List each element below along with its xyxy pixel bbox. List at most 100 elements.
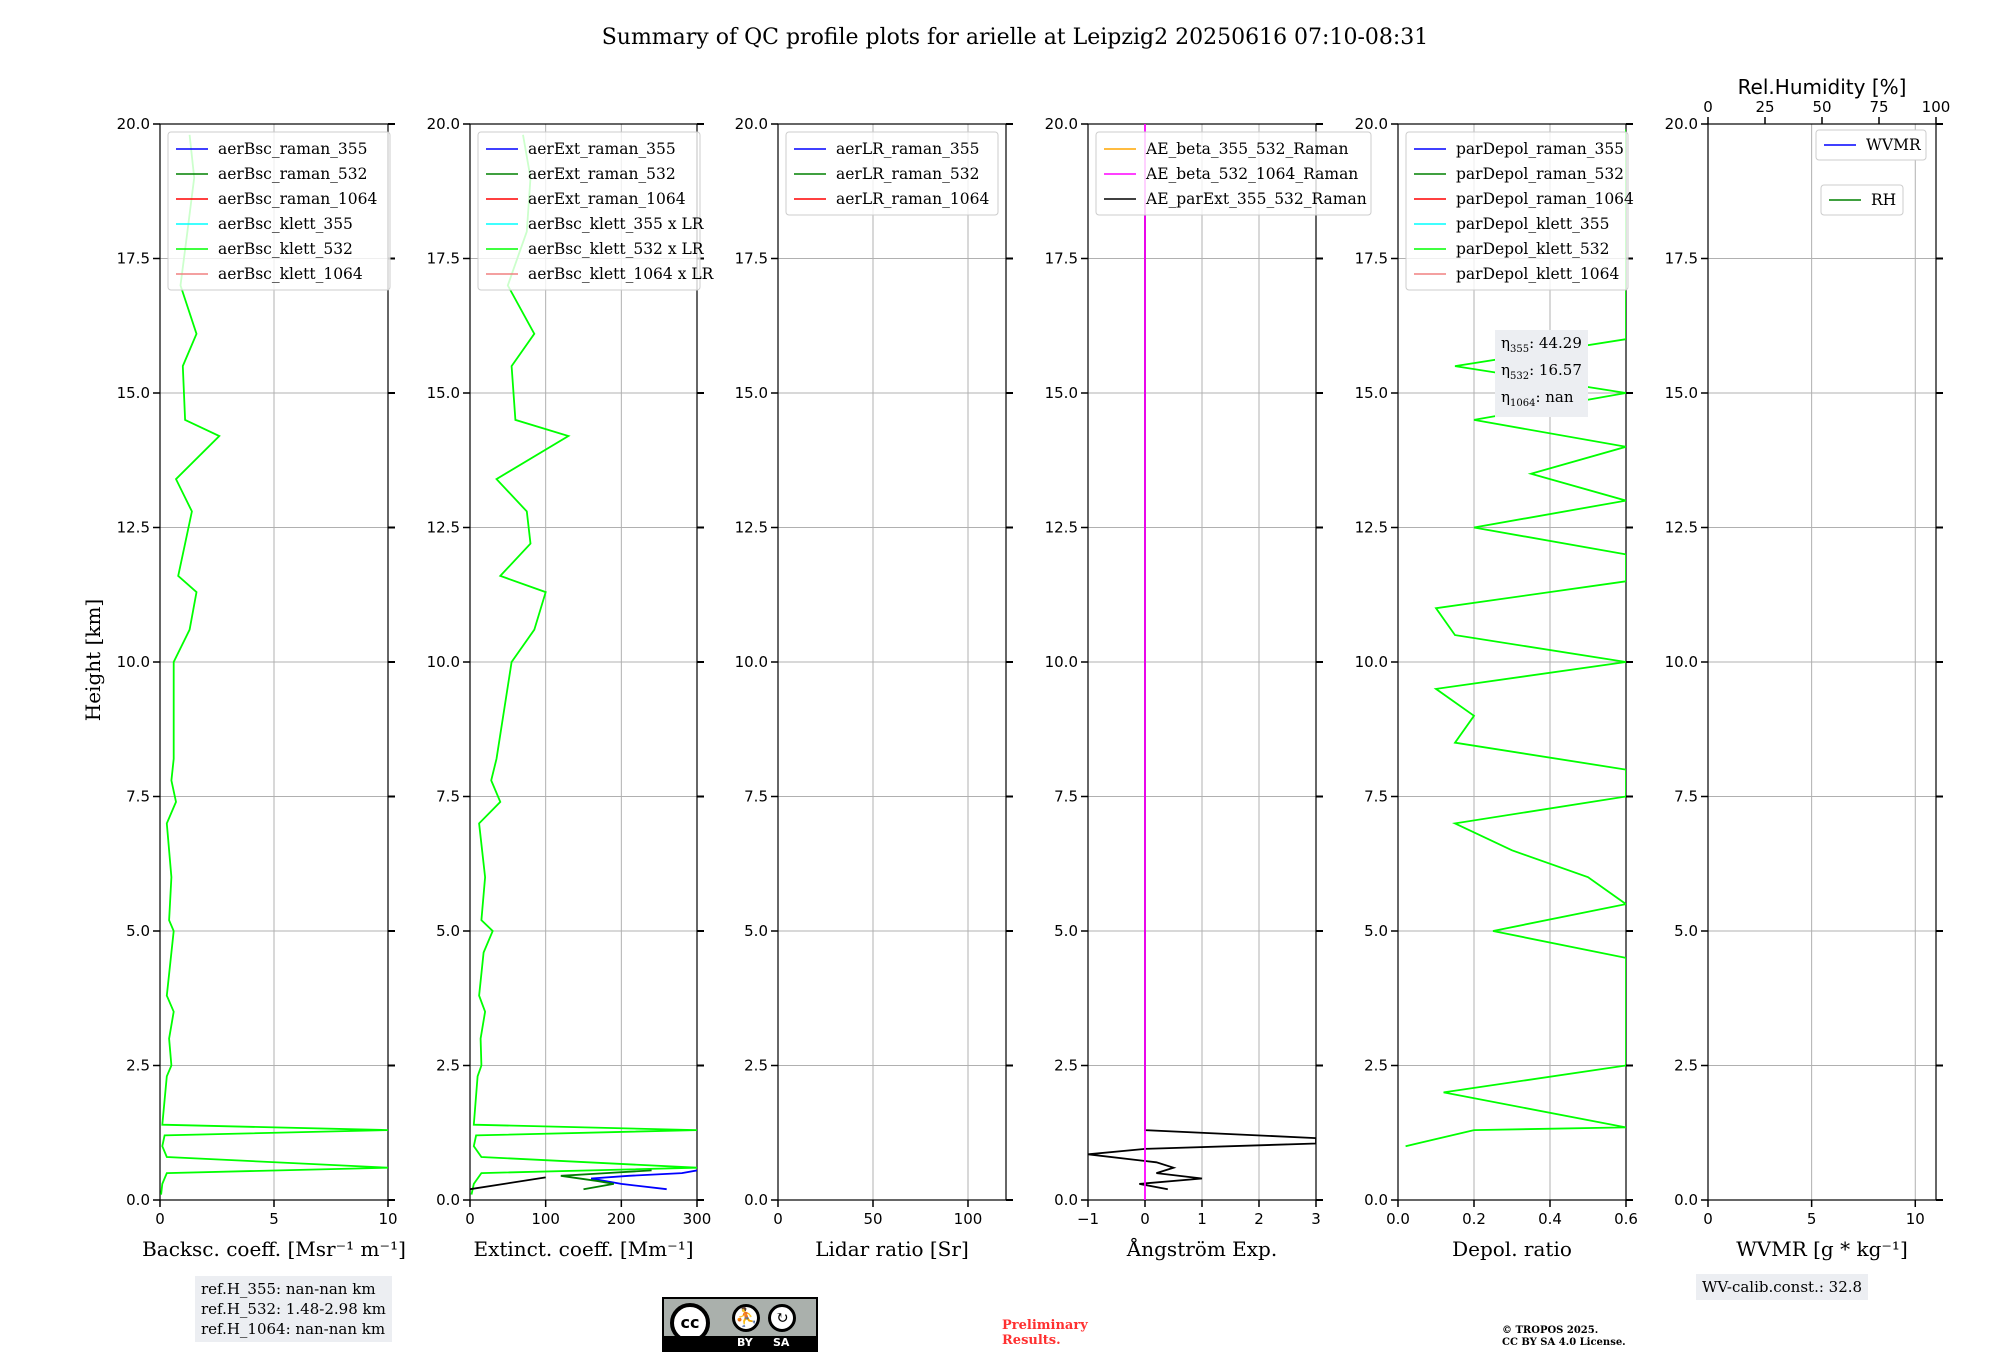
- axes-frame: [469, 123, 698, 1201]
- legend-box: [785, 131, 999, 216]
- cc-license-badge: cc ⛹ ↻ BY SA: [662, 1297, 818, 1352]
- top-x-axis-label: Rel.Humidity [%]: [1738, 75, 1907, 99]
- y-tick-label: 5.0: [744, 922, 768, 940]
- y-tick-label: 2.5: [1674, 1057, 1698, 1075]
- axes-frame: [159, 123, 389, 1201]
- x-tick-label: 0.4: [1538, 1210, 1562, 1228]
- series-line: [470, 134, 697, 1195]
- legend-label: parDepol_raman_532: [1456, 165, 1624, 183]
- x-tick-label: 5: [269, 1210, 279, 1228]
- y-tick-label: 0.0: [126, 1191, 150, 1209]
- series-line: [590, 1169, 697, 1191]
- x-axis-label: Ångström Exp.: [1126, 1236, 1277, 1261]
- preliminary-line-2: Results.: [1002, 1333, 1061, 1348]
- x-tick-label: 10: [1906, 1210, 1925, 1228]
- legend: AE_beta_355_532_Raman AE_beta_532_1064_Ra…: [1095, 131, 1372, 216]
- y-tick-label: 0.0: [1054, 1191, 1078, 1209]
- y-tick-label: 17.5: [1355, 250, 1388, 268]
- x-tick-label: −1: [1077, 1210, 1099, 1228]
- x-axis-label: Lidar ratio [Sr]: [815, 1237, 969, 1261]
- x-axis-label: Depol. ratio: [1452, 1237, 1572, 1261]
- eta-1064-label: η1064: nan: [1501, 388, 1574, 409]
- y-tick-label: 7.5: [126, 788, 150, 806]
- y-tick-label: 17.5: [735, 250, 768, 268]
- legend-label: aerLR_raman_1064: [836, 190, 989, 208]
- legend-box: [477, 131, 701, 291]
- refh-1064: ref.H_1064: nan-nan km: [201, 1320, 386, 1338]
- eta-532-label: η532: 16.57: [1501, 361, 1582, 382]
- legend-label: AE_beta_532_1064_Raman: [1145, 165, 1358, 183]
- y-tick-label: 5.0: [1364, 922, 1388, 940]
- top-x-tick-label: 0: [1703, 98, 1713, 116]
- legend-box: [167, 131, 391, 291]
- x-tick-label: 50: [863, 1210, 882, 1228]
- y-tick-label: 10.0: [1045, 653, 1078, 671]
- legend-label: aerBsc_klett_1064: [218, 265, 363, 283]
- legend-label: RH: [1871, 191, 1896, 209]
- y-tick-label: 15.0: [1665, 384, 1698, 402]
- y-tick-label: 10.0: [1355, 653, 1388, 671]
- panel-depol: 0.0 2.5 5.0 7.5 10.0 12.5 15.0 17.5 20.0 0.0 0.2 0.…: [1355, 115, 1638, 1261]
- y-tick-label: 0.0: [1674, 1191, 1698, 1209]
- panels-group: 0.0 2.5 5.0 7.5 10.0 12.5 15.0 17.5 20.0 0 5 10 Back…: [117, 75, 1951, 1261]
- y-tick-label: 17.5: [117, 250, 150, 268]
- series-line: [560, 1169, 652, 1191]
- y-tick-label: 12.5: [1045, 519, 1078, 537]
- eta-355-label: η355: 44.29: [1501, 334, 1582, 355]
- legend-rh: RH: [1820, 184, 1904, 216]
- y-tick-label: 7.5: [744, 788, 768, 806]
- legend-box: [1095, 131, 1372, 216]
- legend-label: aerExt_raman_532: [528, 165, 676, 183]
- y-tick-label: 17.5: [1045, 250, 1078, 268]
- x-tick-label: 100: [954, 1210, 983, 1228]
- copyright-line-1: © TROPOS 2025.: [1502, 1325, 1599, 1336]
- legend-label: parDepol_klett_1064: [1456, 265, 1619, 283]
- legend: aerExt_raman_355 aerExt_raman_532 aerExt_r…: [477, 131, 715, 291]
- legend-label: aerBsc_klett_532 x LR: [528, 240, 705, 258]
- y-tick-label: 7.5: [1054, 788, 1078, 806]
- refh-355: ref.H_355: nan-nan km: [201, 1280, 376, 1298]
- legend: aerLR_raman_355 aerLR_raman_532 aerLR_rama…: [785, 131, 999, 216]
- legend-label: parDepol_klett_355: [1456, 215, 1609, 233]
- x-tick-label: 100: [531, 1210, 560, 1228]
- x-tick-label: 5: [1807, 1210, 1817, 1228]
- x-tick-label: 0: [155, 1210, 165, 1228]
- wv-calib-annotation: WV-calib.const.: 32.8: [1696, 1274, 1869, 1300]
- y-tick-label: 2.5: [1054, 1057, 1078, 1075]
- axes-frame: [1087, 123, 1317, 1201]
- axes-frame: [777, 123, 1007, 1201]
- top-x-tick-label: 75: [1869, 98, 1888, 116]
- panel-lr: 0.0 2.5 5.0 7.5 10.0 12.5 15.0 17.5 20.0 0 50 100 Li…: [735, 115, 1013, 1261]
- y-tick-label: 15.0: [1045, 384, 1078, 402]
- y-tick-label: 5.0: [436, 922, 460, 940]
- y-tick-label: 20.0: [1665, 115, 1698, 133]
- y-tick-label: 2.5: [1364, 1057, 1388, 1075]
- y-tick-label: 20.0: [1045, 115, 1078, 133]
- preliminary-note: Preliminary Results.: [1002, 1318, 1088, 1348]
- legend: aerBsc_raman_355 aerBsc_raman_532 aerBsc_r…: [167, 131, 391, 291]
- x-tick-label: 3: [1311, 1210, 1321, 1228]
- sa-arrow-icon: ↻: [768, 1304, 796, 1332]
- legend-label: aerBsc_klett_355: [218, 215, 353, 233]
- figure-title: Summary of QC profile plots for arielle …: [602, 25, 1429, 50]
- series-line: [160, 134, 388, 1195]
- y-tick-label: 17.5: [427, 250, 460, 268]
- y-tick-label: 12.5: [117, 519, 150, 537]
- series-line: [470, 1176, 546, 1191]
- by-label: BY: [737, 1336, 753, 1349]
- refh-532: ref.H_532: 1.48-2.98 km: [201, 1300, 386, 1318]
- y-tick-label: 2.5: [126, 1057, 150, 1075]
- y-tick-label: 20.0: [735, 115, 768, 133]
- legend-label: aerBsc_raman_1064: [218, 190, 378, 208]
- legend-label: aerLR_raman_532: [836, 165, 979, 183]
- panel-wv: 0.0 2.5 5.0 7.5 10.0 12.5 15.0 17.5 20.0 0 5 10 WVMR…: [1665, 75, 1951, 1261]
- legend-wvmr: WVMR: [1815, 129, 1927, 161]
- legend-label: aerBsc_klett_532: [218, 240, 353, 258]
- legend-label: aerBsc_raman_355: [218, 140, 368, 158]
- y-tick-label: 20.0: [117, 115, 150, 133]
- x-axis-label: Backsc. coeff. [Msr⁻¹ m⁻¹]: [142, 1237, 406, 1261]
- x-tick-label: 0.2: [1462, 1210, 1486, 1228]
- legend-label: aerBsc_raman_532: [218, 165, 368, 183]
- y-tick-label: 5.0: [1054, 922, 1078, 940]
- y-tick-label: 12.5: [1665, 519, 1698, 537]
